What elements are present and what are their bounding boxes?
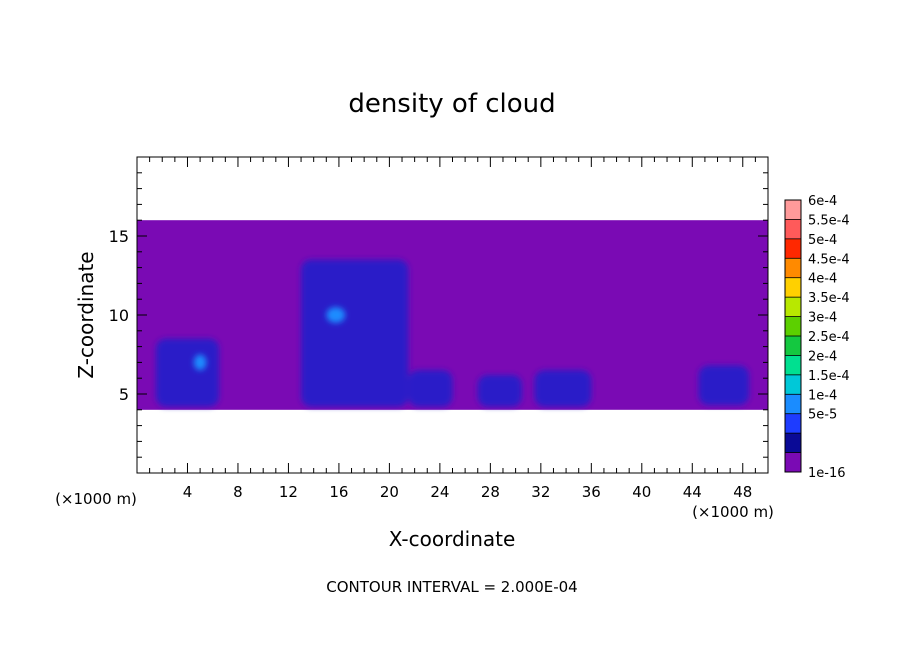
- colorbar-label: 5.5e-4: [808, 213, 850, 228]
- cloud-region: [193, 354, 207, 371]
- chart-title: density of cloud: [348, 89, 555, 119]
- contour-interval-note: CONTOUR INTERVAL = 2.000E-04: [326, 578, 577, 596]
- colorbar-swatch: [785, 200, 801, 220]
- colorbar-swatch: [785, 238, 801, 259]
- colorbar-label: 6e-4: [808, 194, 837, 209]
- colorbar: 6e-4 5.5e-4 5e-4 4.5e-4 4e-4 3.5e-4 3e-4 2.5e-4…: [784, 194, 850, 481]
- cloud-layer-1e-16: [137, 220, 768, 410]
- colorbar-swatch: [785, 394, 801, 414]
- cloud-region: [698, 365, 750, 406]
- y-axis-label: Z-coordinate: [74, 251, 98, 378]
- colorbar-swatch: [785, 452, 801, 472]
- cloud-region: [326, 307, 346, 323]
- cloud-region: [155, 338, 220, 407]
- cloud-region: [534, 370, 592, 407]
- colorbar-label: 3.5e-4: [808, 291, 850, 306]
- colorbar-swatch: [785, 413, 801, 434]
- y-tick-label: 5: [119, 385, 129, 404]
- x-axis-label: X-coordinate: [389, 527, 516, 551]
- cloud-layer-1e-4: [193, 307, 346, 371]
- colorbar-label: 1e-4: [808, 388, 837, 403]
- x-tick-label: 4: [183, 483, 193, 501]
- colorbar-swatch: [785, 433, 801, 453]
- x-tick-label: 40: [632, 483, 651, 501]
- y-axis: 5 10 15: [109, 172, 768, 458]
- x-unit-right: (×1000 m): [692, 503, 774, 521]
- colorbar-label: 3e-4: [808, 311, 837, 326]
- cloud-region: [477, 375, 522, 407]
- x-tick-label: 16: [329, 483, 348, 501]
- cloud-region: [137, 220, 768, 410]
- colorbar-swatch: [785, 277, 801, 298]
- x-tick-label: 20: [380, 483, 399, 501]
- x-tick-label: 24: [430, 483, 449, 501]
- colorbar-swatch: [785, 355, 801, 375]
- x-tick-label: 28: [481, 483, 500, 501]
- cloud-density-field: [137, 220, 768, 410]
- colorbar-label: 1e-16: [808, 466, 846, 481]
- colorbar-label: 4.5e-4: [808, 252, 850, 267]
- y-tick-label: 10: [109, 306, 129, 325]
- colorbar-swatch: [785, 297, 801, 317]
- x-tick-label: 32: [531, 483, 550, 501]
- cloud-layer-5e-5: [155, 259, 750, 407]
- x-tick-label: 8: [233, 483, 243, 501]
- colorbar-label: 5e-4: [808, 233, 837, 248]
- colorbar-swatch: [785, 316, 801, 336]
- y-tick-label: 15: [109, 227, 129, 246]
- colorbar-swatch: [785, 219, 801, 239]
- x-tick-label: 48: [733, 483, 752, 501]
- x-tick-label: 12: [279, 483, 298, 501]
- x-tick-label: 36: [582, 483, 601, 501]
- colorbar-swatch: [785, 336, 801, 356]
- cloud-region: [301, 259, 409, 407]
- x-unit-left: (×1000 m): [55, 490, 137, 508]
- colorbar-label: 1.5e-4: [808, 369, 850, 384]
- colorbar-label: 5e-5: [808, 408, 837, 423]
- colorbar-label: 2e-4: [808, 349, 837, 364]
- colorbar-label: 4e-4: [808, 272, 837, 287]
- x-axis: 4 8 12 16 20 24 28 32 36 40 44 48: [149, 157, 756, 501]
- colorbar-swatch: [785, 258, 801, 278]
- x-tick-label: 44: [683, 483, 702, 501]
- colorbar-swatch: [785, 374, 801, 395]
- colorbar-label: 2.5e-4: [808, 330, 850, 345]
- cloud-region: [408, 370, 453, 407]
